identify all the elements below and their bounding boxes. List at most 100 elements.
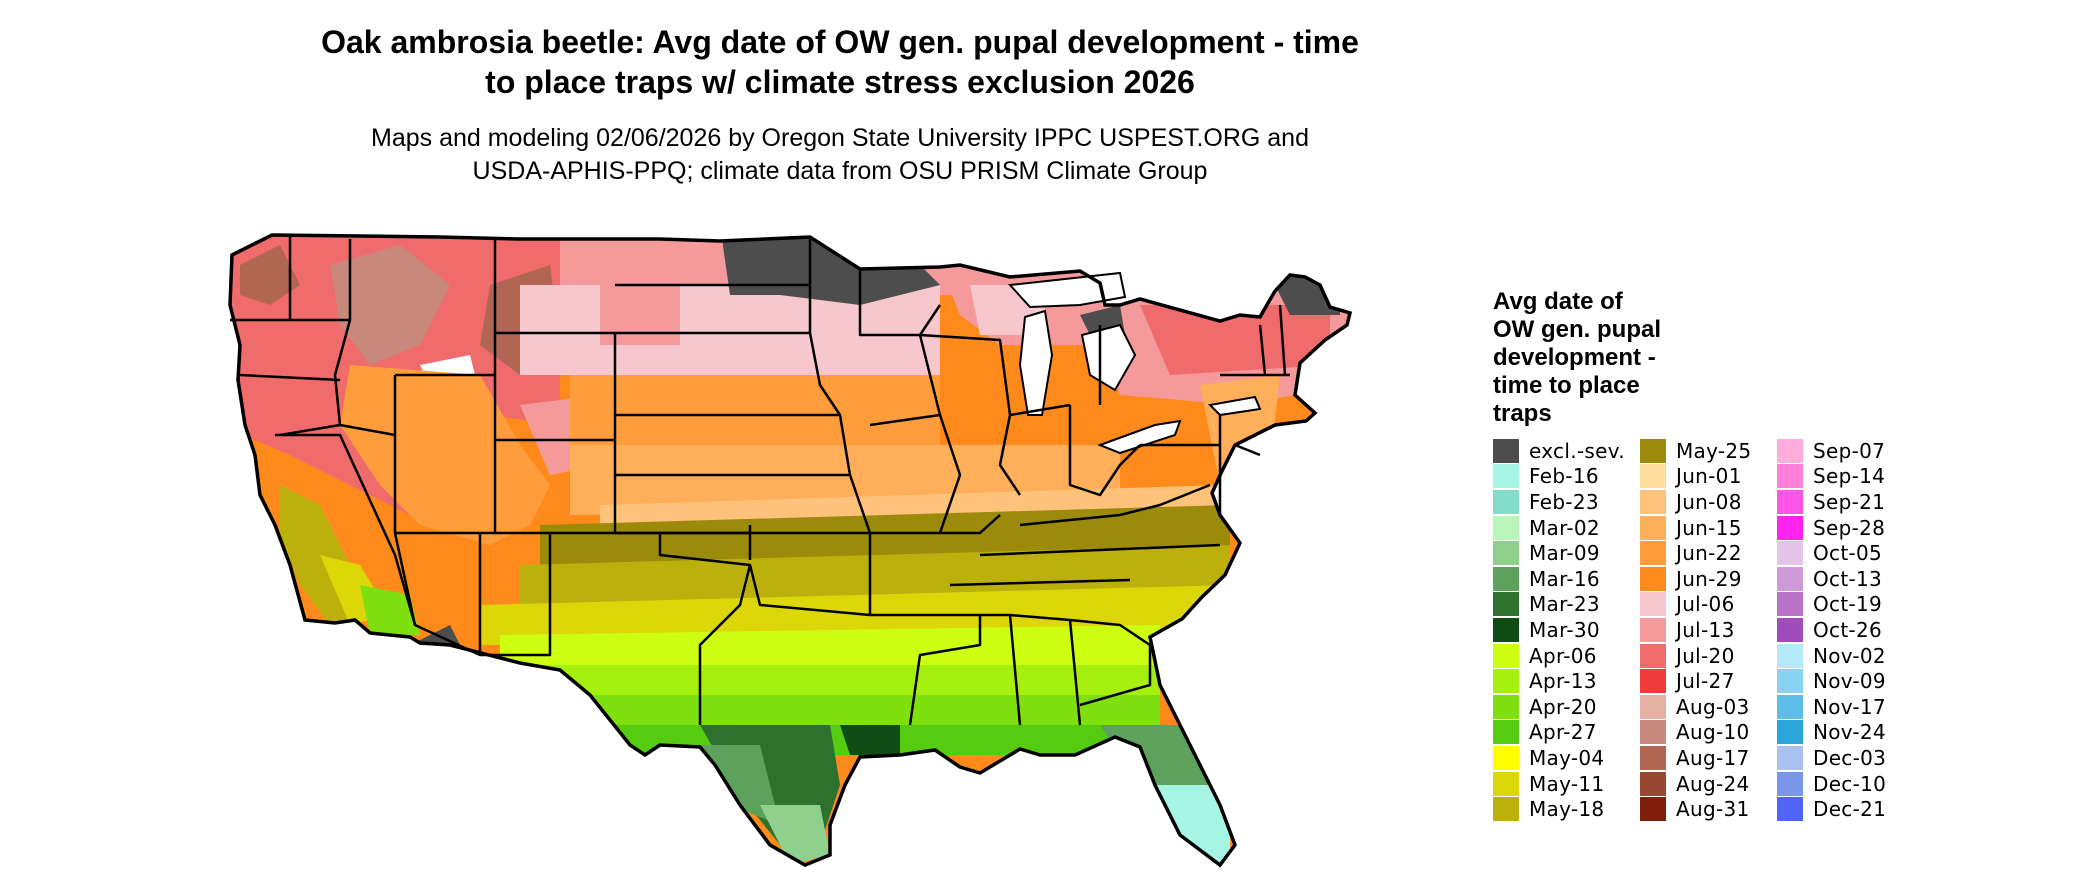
legend-item: Apr-20 <box>1493 694 1638 720</box>
legend-swatch <box>1640 617 1666 642</box>
legend-item: May-18 <box>1493 796 1638 822</box>
legend-label: Dec-21 <box>1813 797 1887 822</box>
legend-item: Sep-14 <box>1777 464 1922 490</box>
legend-label: excl.-sev. <box>1529 438 1625 463</box>
legend-item: Aug-17 <box>1640 745 1785 771</box>
legend-item: Apr-27 <box>1493 720 1638 746</box>
legend-item: Nov-24 <box>1777 720 1922 746</box>
legend-item: Aug-31 <box>1640 796 1785 822</box>
legend-label: Jun-01 <box>1676 464 1742 489</box>
legend-label: Aug-31 <box>1676 797 1750 822</box>
legend-item: May-04 <box>1493 745 1638 771</box>
legend-swatch <box>1493 720 1519 745</box>
legend-column-3: Sep-07 Sep-14 Sep-21 Sep-28 Oct-05 Oct-13 Oct-… <box>1777 438 1922 822</box>
legend-item: Oct-05 <box>1777 540 1922 566</box>
legend-item: Dec-03 <box>1777 745 1922 771</box>
legend-item: Aug-24 <box>1640 771 1785 797</box>
legend-label: Nov-17 <box>1813 694 1886 719</box>
legend-item: Jun-01 <box>1640 464 1785 490</box>
legend-item: Mar-16 <box>1493 566 1638 592</box>
legend-swatch <box>1493 617 1519 642</box>
legend-label: Aug-03 <box>1676 694 1750 719</box>
legend-label: May-25 <box>1676 438 1752 463</box>
legend-swatch <box>1640 797 1666 822</box>
legend-label: Oct-05 <box>1813 541 1883 566</box>
chart-subtitle-line2: USDA-APHIS-PPQ; climate data from OSU PR… <box>472 157 1208 185</box>
legend-label: Aug-10 <box>1676 720 1750 745</box>
legend-swatch <box>1640 694 1666 719</box>
legend-swatch <box>1640 489 1666 514</box>
legend-swatch <box>1777 489 1803 514</box>
legend-item: May-11 <box>1493 771 1638 797</box>
legend-label: Oct-13 <box>1813 566 1883 591</box>
legend-swatch <box>1640 720 1666 745</box>
legend-item: Mar-02 <box>1493 515 1638 541</box>
legend-swatch <box>1640 643 1666 668</box>
legend-swatch <box>1493 464 1519 489</box>
legend-item: Sep-07 <box>1777 438 1922 464</box>
legend-label: Sep-14 <box>1813 464 1886 489</box>
legend-swatch <box>1777 694 1803 719</box>
legend-swatch <box>1493 489 1519 514</box>
legend-item: Feb-23 <box>1493 489 1638 515</box>
chart-title-line2: to place traps w/ climate stress exclusi… <box>485 64 1195 100</box>
legend-label: Apr-06 <box>1529 643 1597 668</box>
legend-item: Aug-03 <box>1640 694 1785 720</box>
legend-item: Apr-13 <box>1493 668 1638 694</box>
legend-label: Mar-16 <box>1529 566 1600 591</box>
legend-label: Jul-13 <box>1676 617 1735 642</box>
legend-swatch <box>1640 464 1666 489</box>
legend-title: Avg date of OW gen. pupal development - … <box>1493 288 1723 428</box>
legend-item: May-25 <box>1640 438 1785 464</box>
legend-swatch <box>1777 515 1803 540</box>
legend-swatch <box>1493 669 1519 694</box>
legend-swatch <box>1493 541 1519 566</box>
legend-item: Mar-09 <box>1493 540 1638 566</box>
legend-label: Oct-26 <box>1813 617 1883 642</box>
legend-swatch <box>1493 566 1519 591</box>
legend-column-2: May-25 Jun-01 Jun-08 Jun-15 Jun-22 Jun-29 Jul-… <box>1640 438 1785 822</box>
legend-title-line: OW gen. pupal <box>1493 316 1661 343</box>
legend-swatch <box>1777 464 1803 489</box>
legend-item: Nov-02 <box>1777 643 1922 669</box>
legend-swatch <box>1777 797 1803 822</box>
legend-label: Mar-30 <box>1529 617 1600 642</box>
chart-subtitle: Maps and modeling 02/06/2026 by Oregon S… <box>250 122 1430 188</box>
legend-swatch <box>1640 745 1666 770</box>
legend-title-line: traps <box>1493 400 1552 427</box>
legend-item: Apr-06 <box>1493 643 1638 669</box>
legend-swatch <box>1493 745 1519 770</box>
legend-column-1: excl.-sev. Feb-16 Feb-23 Mar-02 Mar-09 Mar-16… <box>1493 438 1638 822</box>
legend-label: Mar-02 <box>1529 515 1600 540</box>
legend-item: Sep-28 <box>1777 515 1922 541</box>
legend-swatch <box>1777 541 1803 566</box>
state-borders <box>230 237 1290 726</box>
legend-item: Jul-20 <box>1640 643 1785 669</box>
legend-label: Jul-06 <box>1676 592 1735 617</box>
us-phenology-map <box>228 233 1352 867</box>
legend-label: Apr-27 <box>1529 720 1597 745</box>
legend-label: Jun-29 <box>1676 566 1742 591</box>
legend-label: Jun-08 <box>1676 489 1742 514</box>
legend-label: Nov-24 <box>1813 720 1886 745</box>
legend-item: Jun-29 <box>1640 566 1785 592</box>
legend-label: Aug-24 <box>1676 771 1750 796</box>
legend-item: Nov-09 <box>1777 668 1922 694</box>
legend-label: Apr-20 <box>1529 694 1597 719</box>
legend-item: Jun-22 <box>1640 540 1785 566</box>
legend-title-line: development - <box>1493 344 1656 371</box>
legend-label: Dec-03 <box>1813 745 1887 770</box>
legend-swatch <box>1640 515 1666 540</box>
legend-swatch <box>1493 438 1519 463</box>
legend-swatch <box>1493 694 1519 719</box>
map-fill-layer <box>230 235 1350 865</box>
legend-label: Jun-22 <box>1676 541 1742 566</box>
legend: Avg date of OW gen. pupal development - … <box>1493 288 2053 828</box>
chart-title: Oak ambrosia beetle: Avg date of OW gen.… <box>250 22 1430 102</box>
legend-item: Oct-13 <box>1777 566 1922 592</box>
legend-item: Aug-10 <box>1640 720 1785 746</box>
legend-item: Dec-10 <box>1777 771 1922 797</box>
legend-item: Oct-26 <box>1777 617 1922 643</box>
legend-label: Nov-02 <box>1813 643 1886 668</box>
legend-swatch <box>1493 643 1519 668</box>
